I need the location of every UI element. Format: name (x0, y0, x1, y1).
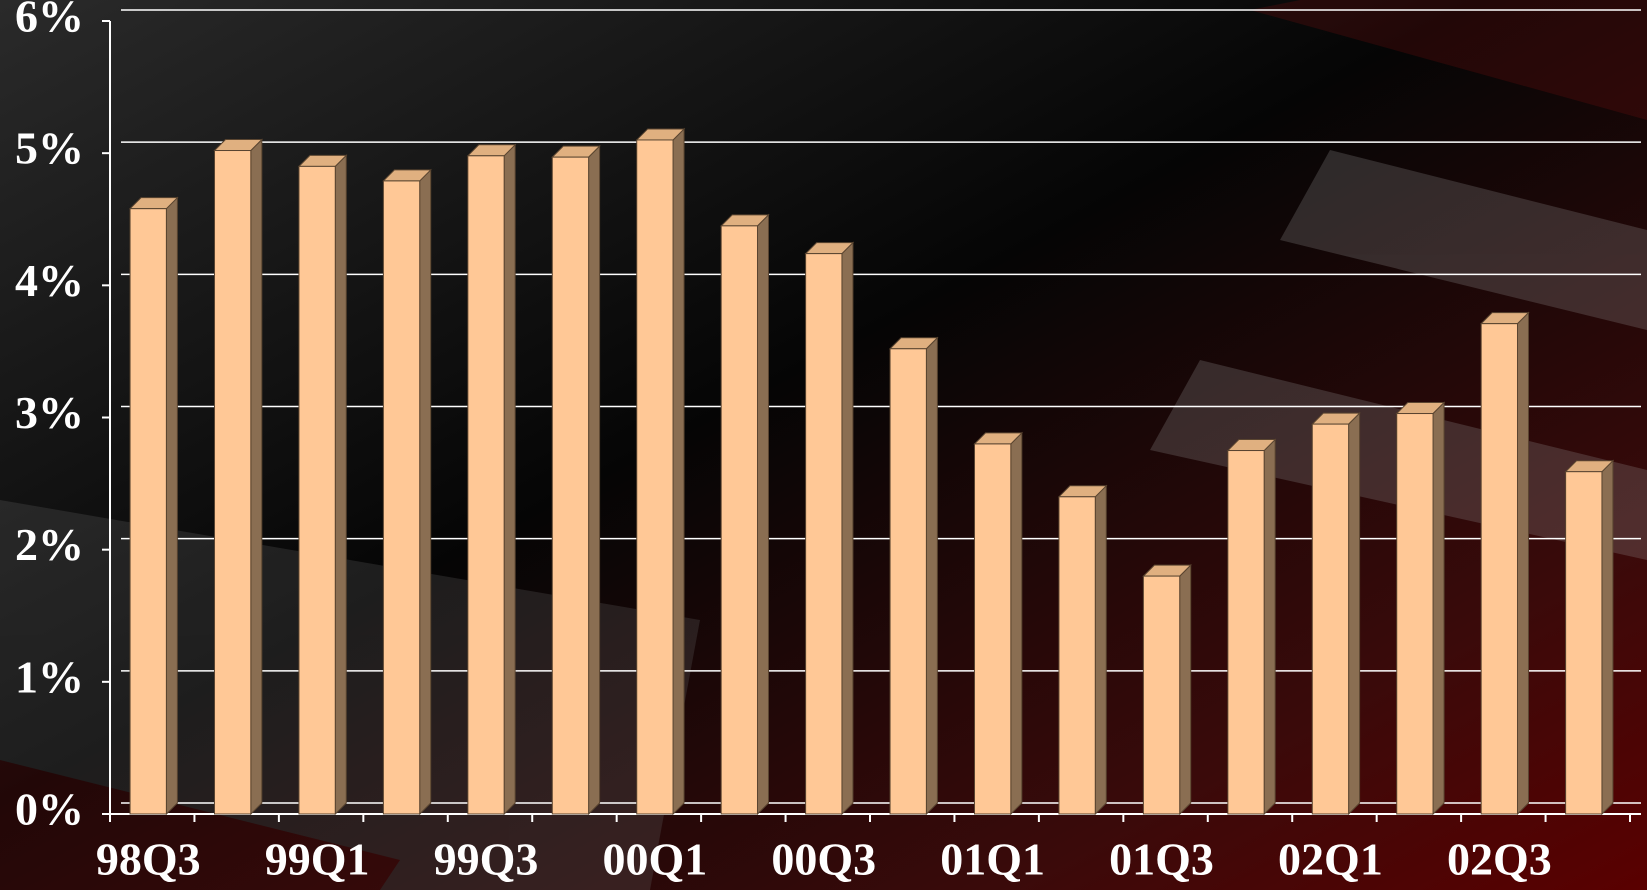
bar (382, 180, 421, 815)
bar (1396, 413, 1434, 815)
bar-side (1094, 484, 1107, 816)
bar (1227, 450, 1265, 815)
x-tick-label: 00Q1 (602, 834, 707, 885)
bar (720, 225, 758, 815)
bar (129, 208, 167, 815)
bar (1565, 471, 1603, 815)
bar (1058, 496, 1096, 815)
bar (636, 139, 674, 815)
x-tick-label: 99Q3 (434, 834, 539, 885)
bar (551, 156, 590, 815)
bar (214, 150, 252, 815)
bar-side (1601, 459, 1614, 816)
y-tick-label: 4% (15, 255, 84, 306)
y-tick-label: 2% (15, 519, 84, 570)
bar-side (1179, 563, 1192, 816)
x-tick-label: 02Q3 (1447, 834, 1552, 885)
x-tick-label: 98Q3 (96, 834, 201, 885)
bar (298, 165, 336, 815)
x-tick-label: 02Q1 (1278, 834, 1383, 885)
y-tick-label: 5% (15, 123, 84, 174)
bar (889, 348, 927, 815)
x-tick-label: 01Q3 (1109, 834, 1214, 885)
bar (805, 253, 843, 815)
bar-side (1263, 438, 1276, 816)
bar-side (165, 196, 178, 816)
bar (1311, 423, 1350, 815)
y-tick-label: 3% (15, 387, 84, 438)
bar-side (672, 127, 685, 816)
x-tick-label: 00Q3 (771, 834, 876, 885)
bar-side (334, 154, 347, 816)
bar-side (841, 241, 854, 816)
x-tick-label: 01Q1 (940, 834, 1045, 885)
bar-side (419, 168, 432, 816)
bar (1142, 575, 1181, 815)
bar-side (1010, 431, 1023, 816)
bar-side (1516, 311, 1529, 816)
bar-side (1348, 411, 1361, 816)
bar-side (250, 138, 263, 816)
y-tick-label: 6% (15, 0, 84, 42)
bar (974, 443, 1012, 815)
bar (467, 155, 505, 815)
bar (1480, 323, 1518, 815)
bar-side (1432, 401, 1445, 816)
y-tick-label: 0% (15, 784, 84, 835)
bar-side (588, 144, 601, 816)
bar-side (925, 336, 938, 816)
bar-side (503, 143, 516, 816)
x-tick-label: 99Q1 (265, 834, 370, 885)
y-tick-label: 1% (15, 651, 84, 702)
bar-side (756, 213, 769, 816)
